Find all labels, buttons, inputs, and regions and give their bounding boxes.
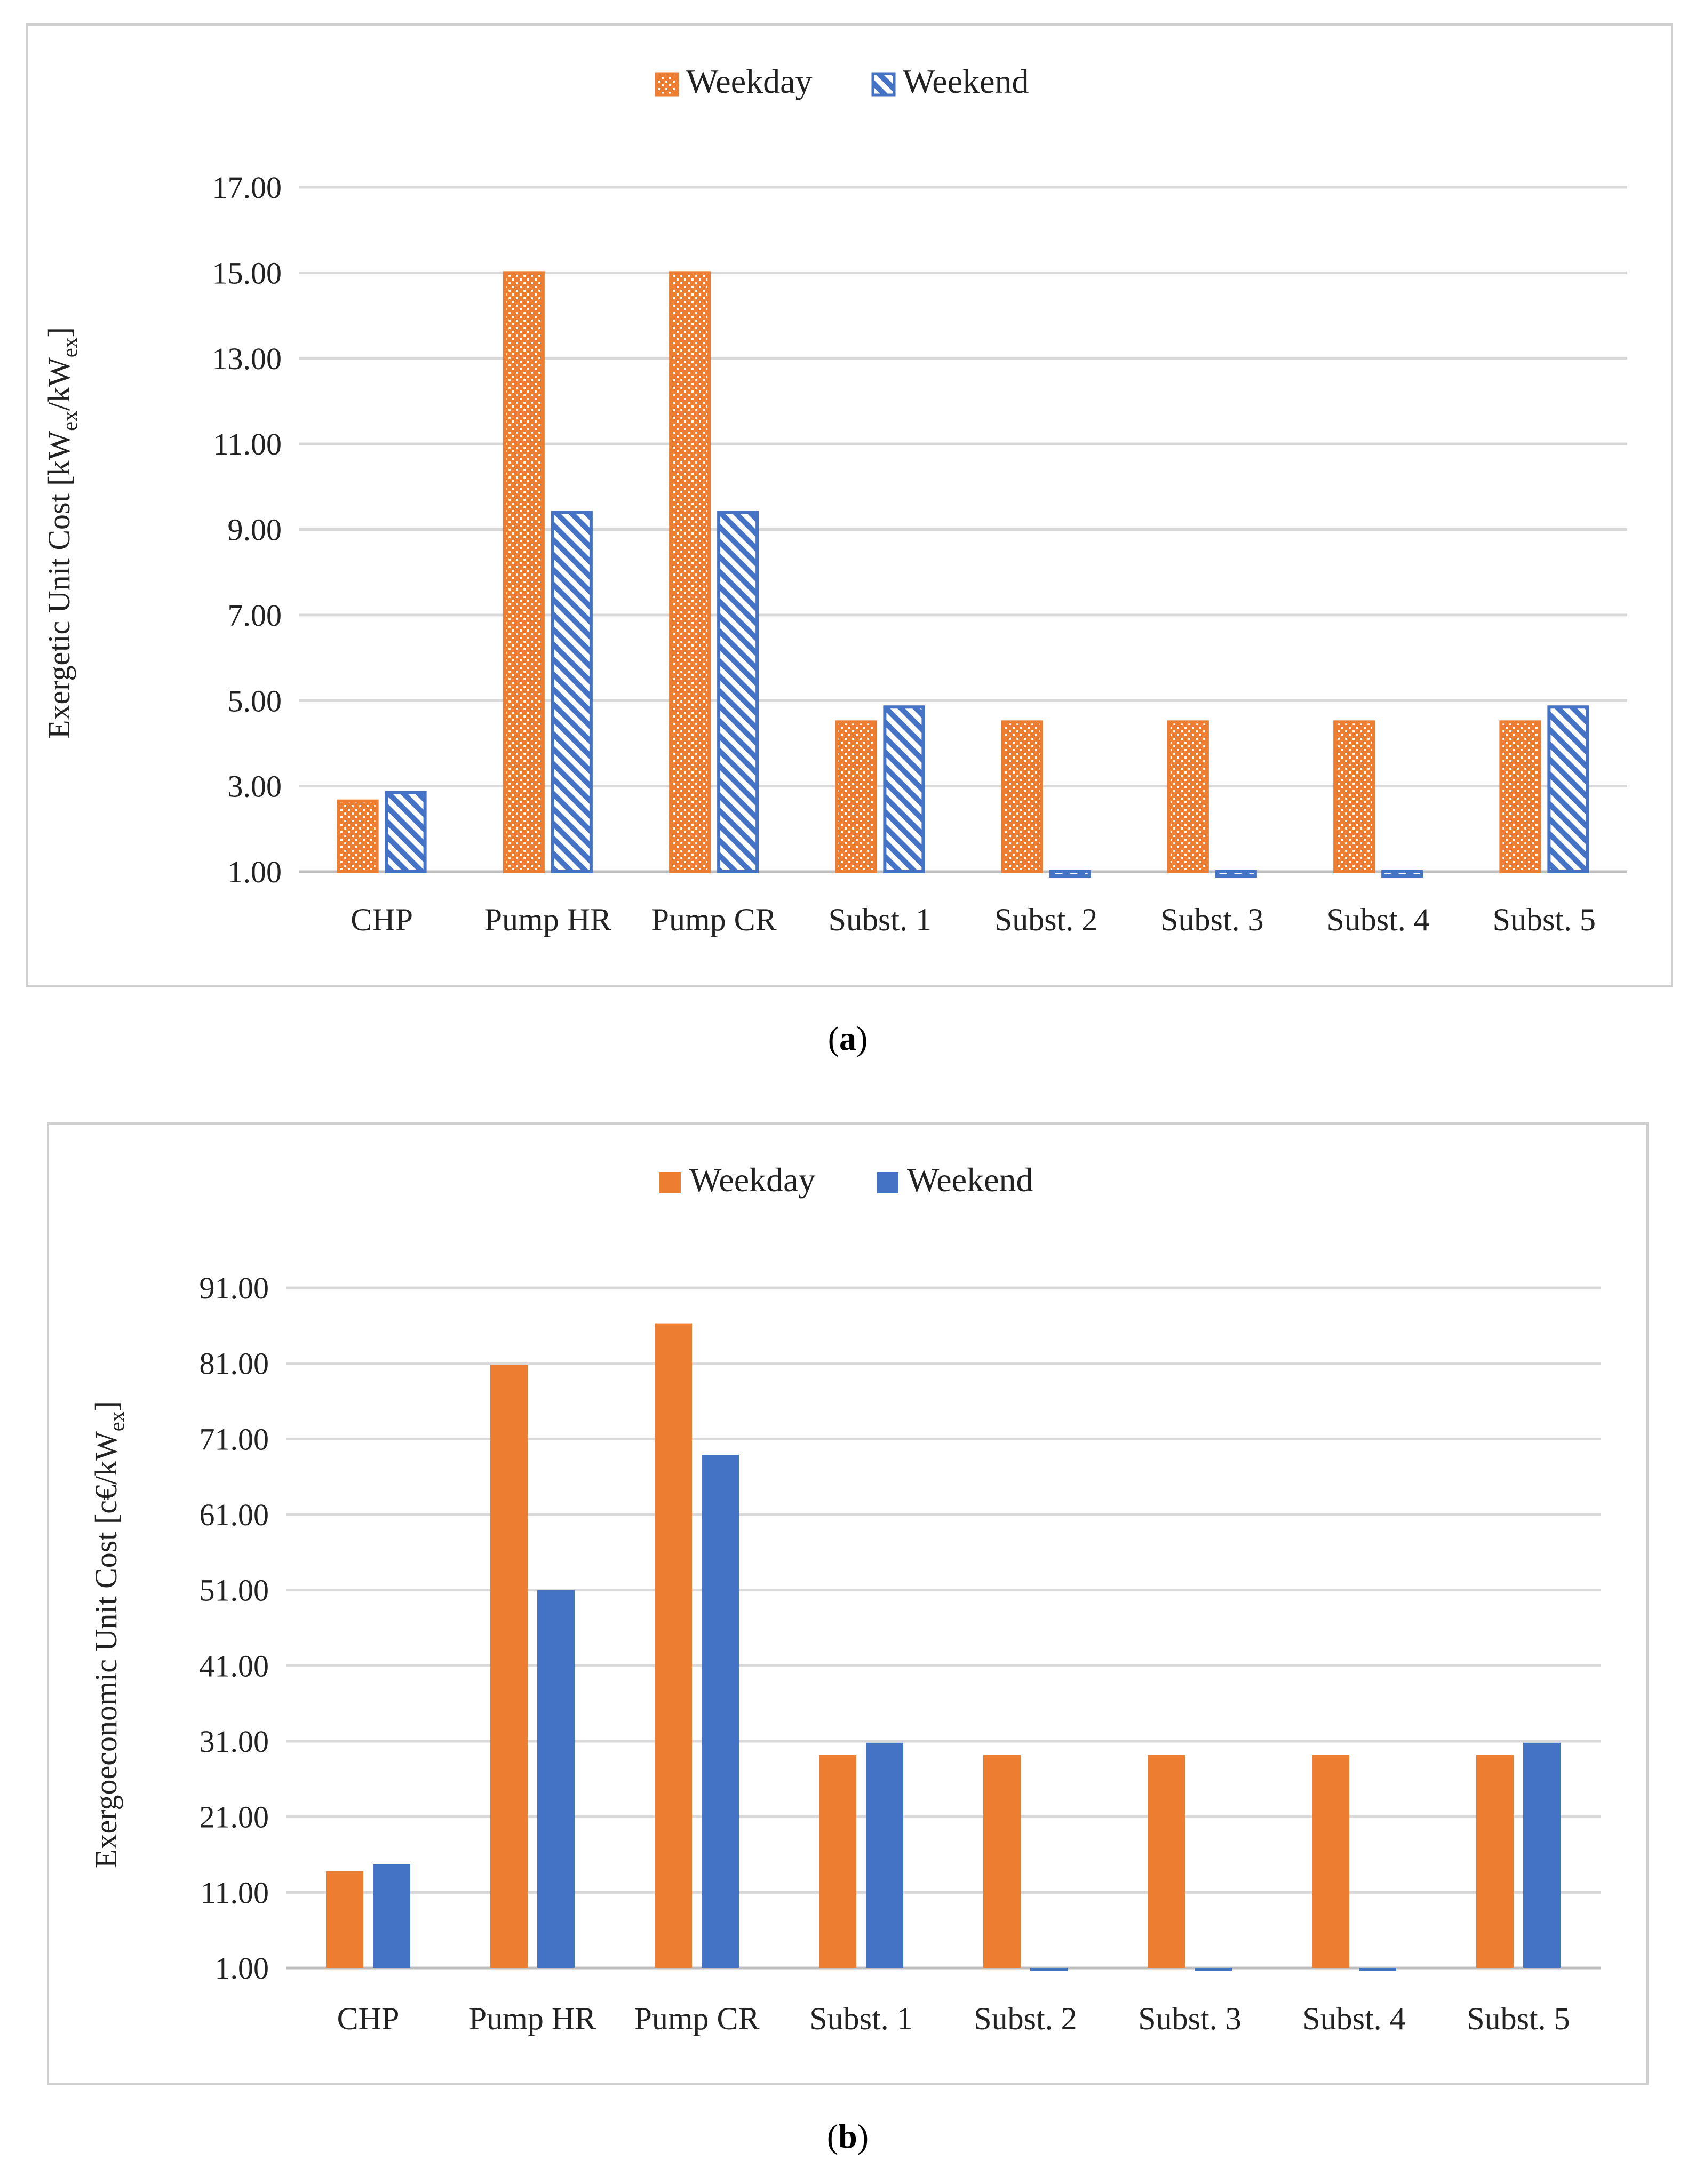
bar-weekend-subst-1	[866, 1742, 903, 1968]
y-tick-label: 13.00	[212, 341, 282, 376]
y-tick-label: 91.00	[200, 1271, 269, 1305]
category-label: Subst. 1	[809, 2001, 912, 2036]
category-label: Subst. 1	[829, 902, 932, 937]
y-tick-label: 41.00	[200, 1648, 269, 1683]
chart-a: 1.00 3.00 5.00 7.00 9.00 11.00 13.00 15.00 17.00…	[42, 62, 1627, 937]
y-tick-label: 71.00	[200, 1422, 269, 1456]
legend-label-weekend: Weekend	[907, 1161, 1033, 1199]
bar-weekday-pump-cr	[669, 271, 711, 873]
caption-a: (a)	[827, 1019, 868, 1057]
bar-weekday-subst-2	[1001, 720, 1043, 873]
category-label: Subst. 2	[974, 2001, 1077, 2036]
bar-weekend-pump-hr	[537, 1590, 575, 1968]
bar-weekend-pump-hr	[551, 511, 593, 873]
legend-swatch-weekend	[871, 72, 896, 97]
legend-swatch-weekend	[877, 1172, 898, 1193]
y-tick-label: 5.00	[228, 683, 282, 718]
y-tick-label: 81.00	[200, 1346, 269, 1381]
category-label: Subst. 4	[1302, 2001, 1405, 2036]
caption-a-letter: a	[839, 1019, 856, 1057]
bar-weekday-subst-4	[1333, 720, 1375, 873]
bar-weekday-subst-1	[819, 1755, 856, 1968]
bar-weekday-subst-2	[983, 1755, 1021, 1968]
y-tick-label: 11.00	[213, 427, 282, 461]
y-tick-label: 61.00	[200, 1497, 269, 1532]
y-tick-label: 17.00	[212, 170, 282, 205]
bar-weekday-subst-5	[1499, 720, 1541, 873]
bar-weekend-subst-5	[1547, 705, 1589, 873]
bar-weekday-subst-1	[835, 720, 877, 873]
category-label: Pump CR	[651, 902, 777, 937]
category-label: Subst. 4	[1326, 902, 1429, 937]
y-tick-label: 1.00	[215, 1951, 269, 1986]
bar-weekend-chp	[373, 1864, 410, 1968]
y-tick-label: 1.00	[228, 855, 282, 889]
y-tick-label: 51.00	[200, 1573, 269, 1608]
bar-weekend-pump-cr	[717, 511, 759, 873]
bar-weekday-chp	[326, 1871, 363, 1968]
legend-label-weekday: Weekday	[686, 62, 813, 100]
bar-weekday-subst-3	[1148, 1755, 1185, 1968]
bar-weekday-subst-5	[1476, 1755, 1514, 1968]
y-axis-label: Exergoeconomic Unit Cost [c€/kWex​]	[89, 1401, 129, 1868]
bar-weekday-pump-cr	[655, 1323, 692, 1968]
bar-weekend-subst-3	[1195, 1968, 1232, 1971]
bar-weekend-subst-1	[883, 705, 925, 873]
y-tick-label: 9.00	[228, 513, 282, 547]
bar-weekend-subst-2	[1030, 1968, 1068, 1971]
category-label: Subst. 3	[1138, 2001, 1241, 2036]
y-tick-label: 21.00	[200, 1800, 269, 1835]
bar-weekday-subst-3	[1167, 720, 1209, 873]
bar-weekday-pump-hr	[490, 1365, 528, 1968]
category-label: CHP	[337, 2001, 400, 2036]
y-tick-label: 11.00	[201, 1875, 269, 1910]
bar-weekend-pump-cr	[702, 1455, 739, 1968]
category-label: Pump CR	[634, 2001, 759, 2036]
caption-b-letter: b	[838, 2117, 857, 2155]
bar-weekday-subst-4	[1312, 1755, 1349, 1968]
legend-swatch-weekday	[655, 72, 679, 97]
category-label: Pump HR	[484, 902, 611, 937]
category-label: Pump HR	[469, 2001, 596, 2036]
category-label: Subst. 5	[1493, 902, 1596, 937]
category-label: CHP	[351, 902, 413, 937]
bar-weekend-subst-5	[1523, 1742, 1561, 1968]
caption-b: (b)	[826, 2117, 869, 2155]
bar-weekday-pump-hr	[503, 271, 545, 873]
y-tick-label: 3.00	[228, 769, 282, 804]
legend-label-weekday: Weekday	[689, 1161, 816, 1199]
legend-swatch-weekday	[659, 1172, 681, 1193]
bar-weekend-chp	[385, 791, 427, 873]
bar-weekend-subst-4	[1359, 1968, 1396, 1971]
y-tick-label: 7.00	[228, 598, 282, 633]
bar-weekend-subst-2	[1049, 870, 1091, 878]
category-label: Subst. 3	[1160, 902, 1263, 937]
bar-weekend-subst-4	[1381, 870, 1423, 878]
legend-label-weekend: Weekend	[903, 62, 1029, 100]
chart-b: 1.00 11.00 21.00 31.00 41.00 51.00 61.00 71.00 8…	[89, 1161, 1601, 2036]
category-label: Subst. 5	[1467, 2001, 1570, 2036]
category-label: Subst. 2	[994, 902, 1097, 937]
bar-weekday-chp	[337, 799, 379, 874]
bar-weekend-subst-3	[1215, 870, 1257, 878]
y-axis-label: Exergetic Unit Cost [kWex​/kWex​]	[42, 327, 82, 739]
y-tick-label: 31.00	[200, 1724, 269, 1759]
y-tick-label: 15.00	[212, 256, 282, 290]
